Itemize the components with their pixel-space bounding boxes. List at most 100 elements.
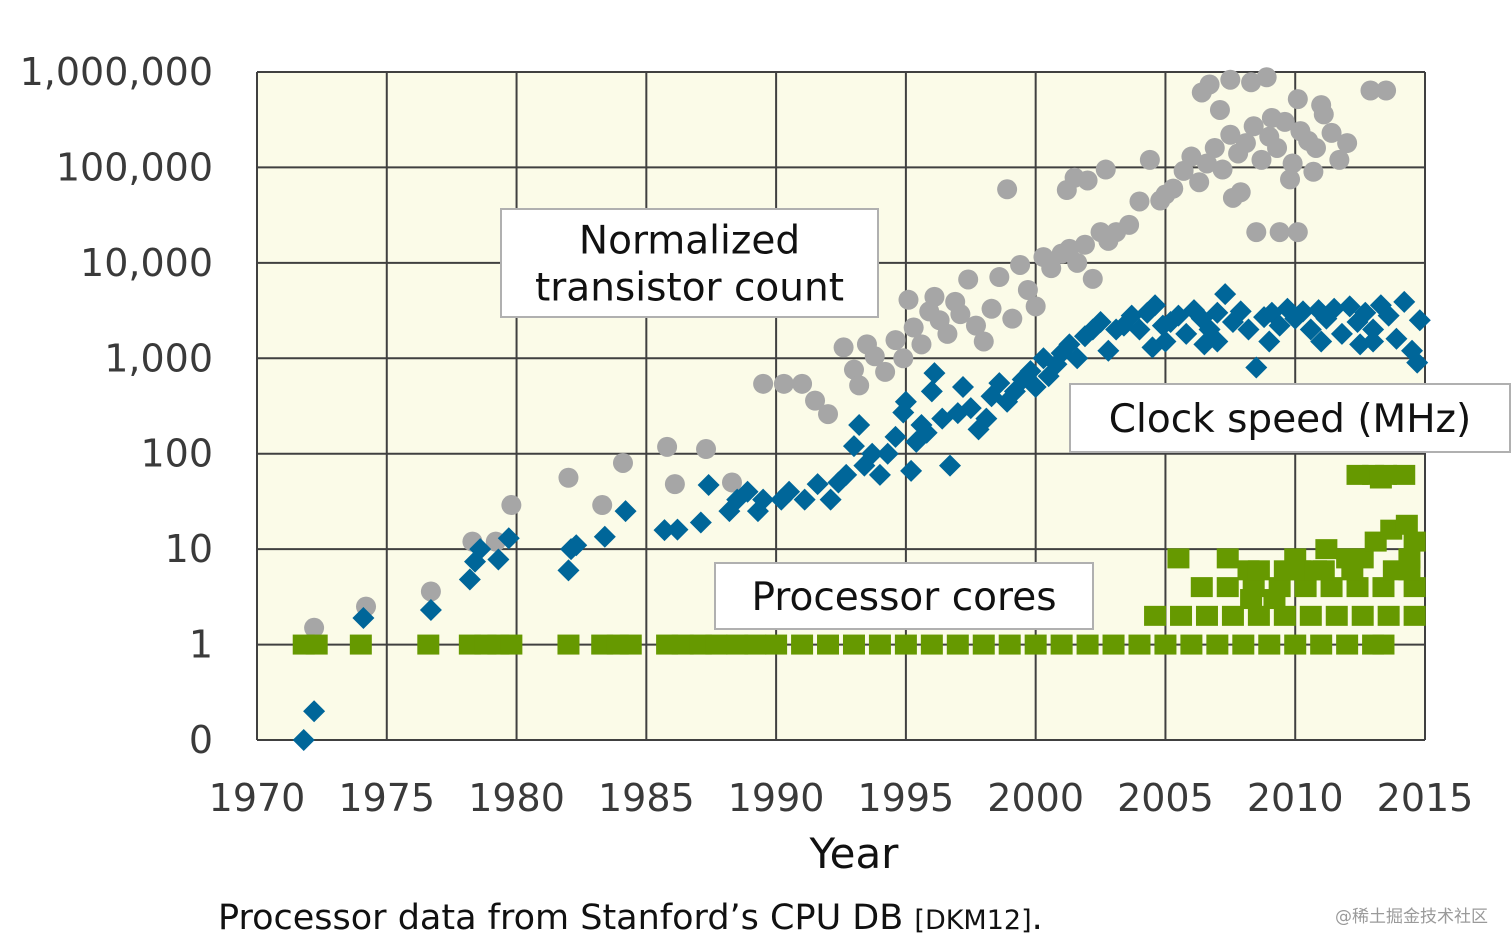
core-point (1240, 589, 1263, 610)
clock-point (736, 480, 759, 503)
transistor-point (1246, 222, 1267, 243)
core-point (765, 634, 788, 655)
x-axis-label: Year (809, 829, 900, 878)
clock-point (1214, 283, 1237, 306)
clock-point (819, 488, 842, 511)
clock-point (292, 729, 315, 751)
core-point (705, 634, 728, 655)
transistor-point (1311, 95, 1332, 116)
clock-point (1292, 300, 1315, 323)
clock-point (419, 599, 442, 622)
x-tick-label: 1995 (858, 776, 955, 820)
core-point (1170, 605, 1193, 626)
clock-point (868, 463, 891, 486)
transistor-point (792, 373, 813, 394)
transistor-point (875, 361, 896, 382)
core-point (1351, 605, 1374, 626)
clock-point (1354, 301, 1377, 324)
core-point (1377, 605, 1400, 626)
annotation-box (500, 208, 879, 318)
core-point (1336, 634, 1359, 655)
x-tick-label: 1985 (598, 776, 695, 820)
x-tick-label: 2000 (987, 776, 1084, 820)
annotation-text: Clock speed (MHz) (1109, 397, 1471, 442)
core-point (1304, 560, 1327, 581)
core-point (1325, 605, 1348, 626)
transistor-point (1243, 116, 1264, 137)
transistor-point (843, 359, 864, 380)
clock-point (1299, 318, 1322, 341)
clock-point (884, 425, 907, 448)
core-point (1050, 634, 1073, 655)
transistor-point (1212, 159, 1233, 180)
transistor-point (1204, 137, 1225, 158)
transistor-point (1337, 133, 1358, 154)
core-point (1299, 605, 1322, 626)
core-point (1372, 577, 1395, 598)
clock-point (352, 606, 375, 629)
clock-point (1175, 322, 1198, 345)
core-point (1258, 634, 1281, 655)
transistor-point (1321, 122, 1342, 143)
y-tick-label: 1,000 (104, 336, 213, 380)
transistor-point (973, 331, 994, 352)
core-point (1393, 464, 1416, 485)
x-tick-label: 1980 (468, 776, 565, 820)
transistor-point (721, 472, 742, 493)
transistor-point (849, 375, 870, 396)
transistor-point (833, 337, 854, 358)
clock-point (876, 442, 899, 465)
annotation-box (1069, 383, 1511, 453)
core-point (1247, 605, 1270, 626)
clock-point (951, 376, 974, 399)
core-point (972, 634, 995, 655)
clock-point (1406, 351, 1429, 374)
transistor-point (1074, 234, 1095, 255)
clock-point (1408, 309, 1431, 332)
clock-point (806, 473, 829, 496)
transistor-point (1235, 133, 1256, 154)
clock-point (988, 372, 1011, 395)
clock-point (1330, 322, 1353, 345)
core-point (557, 634, 580, 655)
annotation-clock: Clock speed (MHz) (1069, 383, 1511, 453)
clock-point (303, 700, 326, 723)
series-cores (292, 464, 1426, 655)
transistor-point (898, 289, 919, 310)
transistor-point (420, 581, 441, 602)
clock-point (689, 511, 712, 534)
transistor-point (864, 346, 885, 367)
clock-point (915, 421, 938, 444)
clock-point (894, 390, 917, 413)
caption-text: Processor data from Stanford’s CPU DB (218, 898, 915, 938)
transistor-point (805, 390, 826, 411)
transistor-point (1077, 170, 1098, 191)
clock-point (861, 442, 884, 465)
clock-point (900, 459, 923, 482)
clock-point (1089, 311, 1112, 334)
core-point (1232, 634, 1255, 655)
transistor-point (1191, 82, 1212, 103)
transistor-point (753, 373, 774, 394)
transistor-point (958, 269, 979, 290)
clock-point (1144, 294, 1167, 317)
transistor-point (1017, 279, 1038, 300)
core-point (1167, 548, 1190, 569)
transistor-point (1280, 169, 1301, 190)
transistor-point (1287, 89, 1308, 110)
core-point (1195, 605, 1218, 626)
transistor-point (981, 298, 1002, 319)
transistor-point (1010, 254, 1031, 275)
transistor-point (937, 323, 958, 344)
core-point (1315, 539, 1338, 560)
watermark: @稀土掘金技术社区 (1335, 907, 1488, 927)
clock-point (1024, 376, 1047, 399)
y-tick-label: 1,000,000 (20, 50, 213, 94)
caption-end: . (1031, 898, 1043, 938)
clock-point (923, 362, 946, 385)
transistor-point (1303, 161, 1324, 182)
clock-point (614, 500, 637, 523)
